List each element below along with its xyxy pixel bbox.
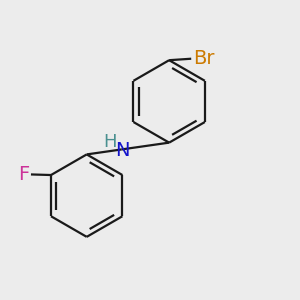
Text: F: F [19,165,30,184]
Text: Br: Br [193,49,214,68]
Text: N: N [116,141,130,160]
Text: H: H [103,133,117,151]
